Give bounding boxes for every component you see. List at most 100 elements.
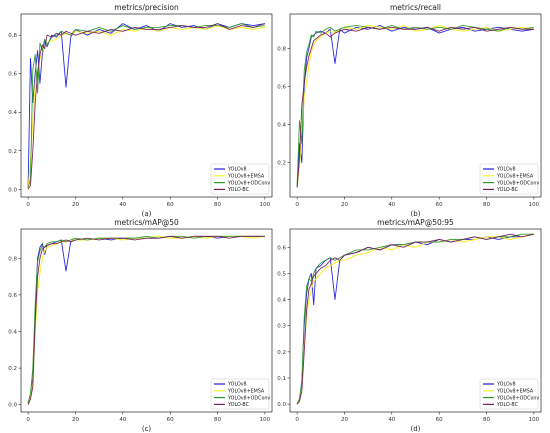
legend-label: YOLOv8+EMSA [496, 174, 534, 180]
y-tick-label: 0.2 [8, 149, 17, 155]
y-tick-label: 0.4 [8, 329, 17, 335]
x-tick-label: 0 [26, 202, 30, 208]
chart-title: metrics/precision [114, 3, 179, 12]
series-group [296, 24, 534, 188]
y-tick-label: 0.6 [277, 84, 286, 90]
series-line-yolov8 [27, 235, 265, 403]
y-tick-label: 0.1 [277, 376, 286, 382]
x-tick-label: 80 [483, 417, 490, 423]
x-tick-label: 40 [119, 417, 126, 423]
chart-title: metrics/mAP@50:95 [377, 218, 454, 227]
legend-label: YOLOv8+ODConv [496, 180, 539, 186]
y-tick-label: 0.0 [8, 403, 17, 409]
x-tick-label: 20 [72, 202, 79, 208]
y-tick-label: 0.4 [277, 298, 286, 304]
x-tick-label: 100 [529, 202, 540, 208]
panel-caption: (d) [411, 425, 421, 433]
y-tick-label: 0.4 [8, 110, 17, 116]
series-line-yolov8 [296, 24, 534, 188]
series-line-yolov8-emsa [27, 25, 265, 190]
x-tick-label: 80 [214, 202, 221, 208]
series-line-yolov8-odconv [27, 235, 265, 403]
panel-caption: (b) [411, 210, 421, 218]
series-line-yolo-bc [27, 23, 266, 190]
series-line-yolov8-odconv [296, 233, 534, 405]
x-tick-label: 60 [167, 417, 174, 423]
series-group [27, 235, 265, 405]
series-line-yolov8-emsa [296, 24, 534, 188]
x-tick-label: 20 [72, 417, 79, 423]
y-tick-label: 0.0 [8, 187, 17, 193]
x-tick-label: 100 [260, 202, 271, 208]
legend-label: YOLOv8+ODConv [227, 395, 270, 401]
legend-label: YOLOv8 [496, 382, 516, 388]
plot-frame [20, 228, 273, 413]
y-tick-label: 0.6 [8, 293, 17, 299]
y-tick-label: 0.3 [277, 324, 286, 330]
panel-caption: (a) [142, 210, 152, 218]
legend-label: YOLO-BC [496, 187, 519, 193]
legend-label: YOLO-BC [227, 402, 250, 408]
legend-label: YOLOv8 [496, 167, 516, 173]
chart-panel-2: metrics/mAP@50 0 20 40 60 80 100 0.0 0.2 0.4 0.6 0.… [8, 218, 273, 433]
series-line-yolo-bc [296, 233, 534, 405]
plot-frame [289, 13, 542, 198]
series-group [27, 23, 266, 190]
chart-title: metrics/mAP@50 [114, 218, 179, 227]
legend-box [479, 163, 539, 195]
x-tick-label: 100 [529, 417, 540, 423]
series-line-yolo-bc [27, 235, 265, 405]
panel-caption: (c) [142, 425, 152, 433]
chart-panel-0: metrics/precision 0 20 40 60 80 100 0.0 0.2 0.4 0.… [8, 3, 273, 218]
legend-label: YOLOv8 [227, 167, 247, 173]
legend-label: YOLO-BC [496, 402, 519, 408]
x-tick-label: 40 [388, 202, 395, 208]
chart-panel-3: metrics/mAP@50:95 0 20 40 60 80 100 0.0 0.1 0.2 0.… [277, 218, 542, 433]
y-tick-label: 0.6 [8, 72, 17, 78]
legend-box [210, 378, 270, 410]
plot-frame [20, 13, 273, 198]
x-tick-label: 20 [341, 417, 348, 423]
legend-box [210, 163, 270, 195]
x-tick-label: 0 [295, 202, 299, 208]
y-tick-label: 0.2 [277, 161, 286, 167]
series-group [296, 233, 535, 405]
series-line-yolov8 [296, 233, 534, 405]
series-line-yolov8-odconv [27, 23, 265, 188]
chart-panel-1: metrics/recall 0 20 40 60 80 100 0.2 0.4 0.6 0.8 YO… [277, 3, 542, 218]
y-tick-label: 0.6 [277, 245, 286, 251]
legend-label: YOLOv8+ODConv [227, 180, 270, 186]
legend-label: YOLOv8 [227, 382, 247, 388]
series-line-yolo-bc [296, 26, 534, 188]
x-tick-label: 80 [483, 202, 490, 208]
x-tick-label: 20 [341, 202, 348, 208]
x-tick-label: 40 [119, 202, 126, 208]
plot-frame [289, 228, 542, 413]
y-tick-label: 0.8 [8, 33, 17, 39]
legend-label: YOLOv8+EMSA [496, 389, 534, 395]
x-tick-label: 100 [260, 417, 271, 423]
y-tick-label: 0.2 [8, 366, 17, 372]
x-tick-label: 0 [295, 417, 299, 423]
y-tick-label: 0.8 [277, 46, 286, 52]
y-tick-label: 0.0 [277, 402, 286, 408]
x-tick-label: 0 [26, 417, 30, 423]
y-tick-label: 0.2 [277, 350, 286, 356]
x-tick-label: 80 [214, 417, 221, 423]
series-line-yolov8 [27, 23, 265, 188]
y-tick-label: 0.5 [277, 271, 286, 277]
legend-label: YOLOv8+EMSA [227, 174, 265, 180]
legend-label: YOLOv8+EMSA [227, 389, 265, 395]
x-tick-label: 60 [436, 417, 443, 423]
y-tick-label: 0.4 [277, 123, 286, 129]
x-tick-label: 60 [167, 202, 174, 208]
x-tick-label: 40 [388, 417, 395, 423]
legend-label: YOLO-BC [227, 187, 250, 193]
series-line-yolov8-emsa [296, 233, 535, 405]
y-tick-label: 0.8 [8, 256, 17, 262]
